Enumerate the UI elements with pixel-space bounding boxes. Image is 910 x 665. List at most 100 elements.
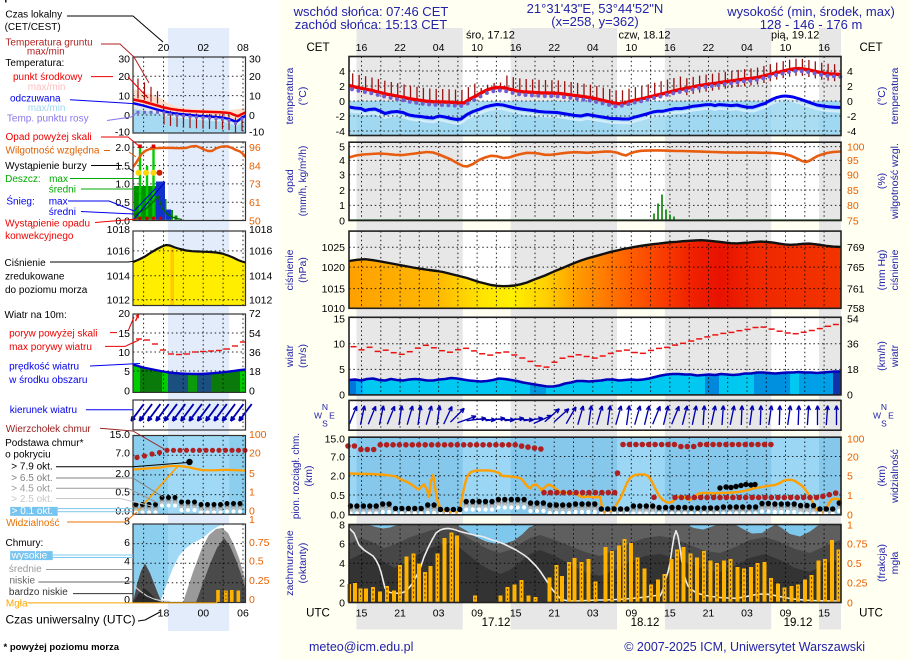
svg-text:15: 15 — [356, 608, 368, 620]
svg-text:6: 6 — [124, 537, 130, 549]
svg-text:1016: 1016 — [107, 246, 131, 258]
svg-text:20: 20 — [158, 42, 170, 54]
svg-text:niskie: niskie — [10, 576, 36, 587]
svg-text:N: N — [322, 402, 328, 412]
svg-text:max/min: max/min — [28, 82, 66, 93]
svg-text:54: 54 — [249, 328, 261, 340]
svg-text:Wilgotność względna: Wilgotność względna — [6, 146, 100, 157]
svg-text:2: 2 — [339, 81, 345, 93]
svg-text:(%): (%) — [876, 173, 888, 189]
svg-text:* powyżej poziomu morza: * powyżej poziomu morza — [4, 642, 120, 653]
svg-text:0.25: 0.25 — [249, 575, 270, 587]
svg-text:do poziomu morza: do poziomu morza — [5, 285, 88, 296]
svg-text:max/min: max/min — [27, 47, 65, 58]
svg-text:1020: 1020 — [322, 262, 346, 274]
svg-text:1014: 1014 — [249, 271, 273, 283]
svg-text:konwekcyjnego: konwekcyjnego — [5, 231, 74, 242]
svg-text:0.25: 0.25 — [847, 577, 868, 589]
svg-text:8: 8 — [124, 515, 130, 527]
svg-text:zachód słońca: 15:13 CET: zachód słońca: 15:13 CET — [295, 17, 448, 32]
svg-text:-2: -2 — [847, 111, 856, 123]
svg-text:> 2.5 okt.: > 2.5 okt. — [11, 494, 52, 505]
svg-text:> 6.5 okt.: > 6.5 okt. — [11, 473, 52, 484]
svg-text:0: 0 — [339, 597, 345, 609]
svg-text:0.75: 0.75 — [249, 537, 270, 549]
svg-text:96: 96 — [249, 142, 261, 154]
svg-text:20: 20 — [118, 308, 130, 320]
svg-text:(km): (km) — [303, 466, 315, 487]
svg-text:(frakcja): (frakcja) — [876, 544, 888, 582]
svg-text:61: 61 — [249, 197, 261, 209]
svg-text:CET: CET — [307, 42, 330, 54]
svg-text:poryw powyżej skali: poryw powyżej skali — [9, 328, 97, 339]
svg-text:1018: 1018 — [107, 224, 131, 236]
svg-text:(km/h): (km/h) — [876, 341, 888, 371]
svg-text:5: 5 — [339, 141, 345, 153]
svg-text:Czas uniwersalny (UTC): Czas uniwersalny (UTC) — [6, 613, 136, 627]
svg-text:15: 15 — [510, 608, 522, 620]
svg-text:7.0: 7.0 — [115, 447, 130, 459]
svg-text:5: 5 — [124, 366, 130, 378]
svg-text:średnie: średnie — [9, 564, 42, 575]
svg-text:1016: 1016 — [249, 246, 273, 258]
svg-text:3: 3 — [339, 170, 345, 182]
svg-text:1: 1 — [249, 486, 255, 498]
svg-text:0.75: 0.75 — [847, 539, 868, 551]
svg-text:0.5: 0.5 — [115, 197, 130, 209]
svg-text:30: 30 — [118, 53, 130, 65]
svg-text:kierunek wiatru: kierunek wiatru — [10, 405, 77, 416]
svg-text:19.12: 19.12 — [784, 617, 813, 629]
svg-text:17.12: 17.12 — [482, 617, 511, 629]
svg-text:10: 10 — [626, 42, 638, 54]
svg-text:0: 0 — [339, 215, 345, 227]
svg-text:średni: średni — [49, 185, 76, 196]
svg-text:1: 1 — [847, 490, 853, 502]
svg-text:Czas lokalny: Czas lokalny — [5, 10, 62, 21]
svg-text:(km): (km) — [876, 466, 888, 487]
svg-text:Podstawa chmur*: Podstawa chmur* — [5, 438, 83, 449]
svg-text:1018: 1018 — [249, 224, 273, 236]
svg-text:80: 80 — [847, 200, 859, 212]
svg-text:(hPa): (hPa) — [297, 257, 309, 283]
svg-text:E: E — [888, 411, 894, 421]
svg-text:0: 0 — [847, 597, 853, 609]
svg-text:0.5: 0.5 — [847, 558, 862, 570]
svg-text:Wiatr na 10m:: Wiatr na 10m: — [5, 310, 67, 321]
svg-text:(°C): (°C) — [876, 87, 888, 106]
svg-text:ciśnienie: ciśnienie — [889, 249, 901, 290]
svg-text:02: 02 — [197, 42, 209, 54]
svg-text:04: 04 — [741, 42, 753, 54]
svg-text:zachmurzenie: zachmurzenie — [284, 530, 296, 596]
svg-text:Temp. punktu rosy: Temp. punktu rosy — [7, 113, 89, 124]
svg-text:4: 4 — [339, 558, 345, 570]
svg-text:20: 20 — [249, 447, 261, 459]
svg-text:03: 03 — [741, 608, 753, 620]
svg-text:1: 1 — [339, 200, 345, 212]
svg-text:© 2007-2025 ICM, Uniwersytet W: © 2007-2025 ICM, Uniwersytet Warszawski — [624, 640, 865, 654]
svg-text:Wystąpienie opadu: Wystąpienie opadu — [5, 218, 90, 229]
svg-text:widzialność: widzialność — [889, 449, 901, 504]
svg-text:10: 10 — [471, 42, 483, 54]
svg-text:pion. rozciągł. chm.: pion. rozciągł. chm. — [291, 433, 302, 519]
svg-text:(m/s): (m/s) — [297, 344, 309, 368]
svg-text:761: 761 — [847, 283, 865, 295]
svg-text:85: 85 — [847, 185, 859, 197]
svg-text:18: 18 — [847, 364, 859, 376]
svg-text:2: 2 — [847, 81, 853, 93]
svg-text:03: 03 — [433, 608, 445, 620]
svg-text:W: W — [873, 411, 881, 421]
svg-text:16: 16 — [818, 42, 830, 54]
svg-text:Wystąpienie burzy: Wystąpienie burzy — [5, 161, 87, 172]
svg-text:czw, 18.12: czw, 18.12 — [619, 30, 671, 42]
svg-text:75: 75 — [847, 215, 859, 227]
svg-text:ciśnienie: ciśnienie — [284, 249, 296, 290]
svg-text:36: 36 — [847, 339, 859, 351]
svg-text:1012: 1012 — [107, 295, 131, 307]
svg-text:CET: CET — [860, 42, 883, 54]
svg-text:0: 0 — [339, 390, 345, 402]
svg-text:(°C): (°C) — [297, 87, 309, 106]
svg-text:73: 73 — [249, 179, 261, 191]
svg-text:max: max — [49, 174, 68, 185]
svg-text:18: 18 — [158, 608, 170, 620]
svg-text:0.5: 0.5 — [249, 555, 264, 567]
